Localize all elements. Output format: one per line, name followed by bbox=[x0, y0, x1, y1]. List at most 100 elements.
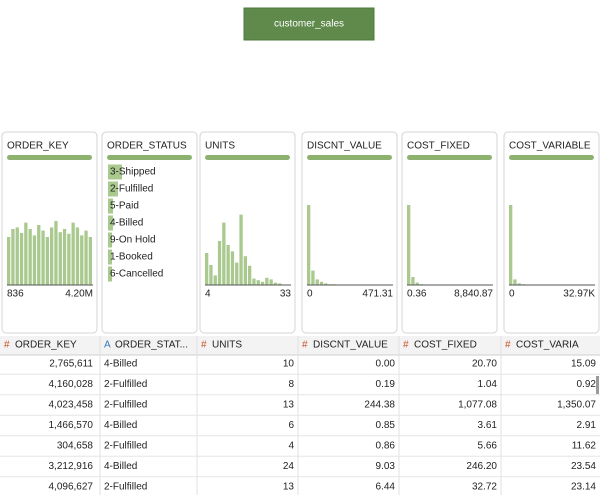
table-cell: 3,212,916 bbox=[49, 461, 94, 472]
value-bar bbox=[108, 266, 112, 282]
histogram-bar bbox=[230, 251, 235, 285]
column-header[interactable]: DISCNT_VALUE bbox=[313, 340, 388, 351]
column-header[interactable]: COST_FIXED bbox=[414, 340, 477, 351]
quality-bar bbox=[107, 155, 192, 160]
histogram-bar bbox=[239, 214, 243, 285]
value-bar bbox=[108, 198, 113, 214]
histogram-bar bbox=[243, 256, 247, 285]
card-bg[interactable] bbox=[301, 131, 398, 334]
value-bar bbox=[108, 249, 112, 265]
histogram-bar bbox=[88, 237, 92, 285]
column-header[interactable]: COST_VARIA bbox=[516, 340, 579, 351]
value-label: 5-Paid bbox=[110, 201, 139, 212]
histogram-bar bbox=[54, 221, 58, 285]
dataset-button-label[interactable]: customer_sales bbox=[274, 19, 344, 30]
histogram-bar bbox=[28, 229, 32, 285]
histogram-bar bbox=[324, 283, 328, 285]
table-cell: 0.92 bbox=[577, 379, 597, 390]
range-min: 836 bbox=[7, 289, 24, 300]
table-cell: 246.20 bbox=[466, 461, 497, 472]
histogram-bar bbox=[307, 205, 311, 285]
quality-bar bbox=[7, 155, 92, 160]
histogram-bar bbox=[226, 245, 230, 285]
table-cell: 2-Fulfilled bbox=[104, 482, 147, 493]
column-card[interactable]: COST_FIXED 0.36 8,840.87 bbox=[401, 131, 498, 334]
card-title: COST_FIXED bbox=[407, 141, 470, 152]
table-cell: 32.72 bbox=[472, 482, 497, 493]
card-bg[interactable] bbox=[199, 131, 296, 334]
histogram-bar bbox=[411, 277, 415, 285]
histogram-bar bbox=[41, 230, 45, 285]
column-header[interactable]: ORDER_KEY bbox=[15, 340, 77, 351]
histogram-bar bbox=[19, 233, 24, 285]
range-max: 8,840.87 bbox=[454, 289, 493, 300]
histogram-bar bbox=[509, 205, 513, 285]
value-label: 3-Shipped bbox=[110, 167, 156, 178]
histogram-bar bbox=[32, 235, 37, 285]
range-min: 0 bbox=[509, 289, 515, 300]
histogram-bar bbox=[315, 279, 319, 285]
card-bg[interactable] bbox=[401, 131, 498, 334]
column-card[interactable]: COST_VARIABLE 0 32.97K bbox=[503, 131, 600, 334]
histogram-bar bbox=[67, 233, 71, 285]
card-bg[interactable] bbox=[503, 131, 600, 334]
quality-bar bbox=[307, 155, 392, 160]
table-cell: 0.00 bbox=[376, 359, 396, 370]
table-cell: 4,096,627 bbox=[49, 482, 94, 493]
table-header-bg bbox=[0, 336, 600, 355]
column-type-icon: # bbox=[403, 340, 409, 351]
histogram-bar bbox=[252, 278, 256, 285]
table-cell: 4 bbox=[288, 441, 294, 452]
column-type-icon: # bbox=[302, 340, 308, 351]
column-header[interactable]: UNITS bbox=[212, 340, 242, 351]
column-card[interactable]: ORDER_STATUS 3-Shipped 2-Fulfilled 5-Paid 4-… bbox=[101, 131, 198, 334]
column-card[interactable]: ORDER_KEY 836 4.20M bbox=[1, 131, 98, 334]
histogram-bar bbox=[84, 230, 88, 285]
value-bar bbox=[108, 232, 112, 248]
column-type-icon: A bbox=[104, 340, 111, 351]
column-card[interactable]: DISCNT_VALUE 0 471.31 bbox=[301, 131, 398, 334]
table-cell: 8 bbox=[288, 379, 294, 390]
column-card[interactable]: UNITS 4 33 bbox=[199, 131, 296, 334]
range-max: 33 bbox=[280, 289, 292, 300]
scrollbar[interactable] bbox=[596, 376, 599, 394]
value-label: 2-Fulfilled bbox=[110, 184, 153, 195]
table-cell: 0.85 bbox=[376, 420, 396, 431]
histogram-bar bbox=[256, 280, 260, 285]
table-cell: 1,350.07 bbox=[557, 400, 596, 411]
histogram-bar bbox=[58, 232, 62, 285]
histogram-bar bbox=[513, 279, 517, 285]
histogram-bar bbox=[213, 275, 217, 285]
table-cell: 1.04 bbox=[478, 379, 498, 390]
histogram-bar bbox=[71, 222, 75, 285]
card-bg[interactable] bbox=[101, 131, 198, 334]
histogram-bar bbox=[311, 270, 315, 285]
range-max: 471.31 bbox=[362, 289, 393, 300]
table-cell: 2.91 bbox=[577, 420, 597, 431]
column-header[interactable]: ORDER_STAT... bbox=[115, 340, 188, 351]
histogram-bar bbox=[260, 281, 265, 285]
table-cell: 0.86 bbox=[376, 441, 396, 452]
value-bar bbox=[108, 215, 113, 231]
histogram-bar bbox=[217, 241, 222, 285]
table-cell: 2-Fulfilled bbox=[104, 379, 147, 390]
dataset-button[interactable]: customer_sales bbox=[243, 7, 375, 41]
table-cell: 10 bbox=[283, 359, 295, 370]
table-cell: 4-Billed bbox=[104, 461, 137, 472]
table-cell: 6 bbox=[288, 420, 294, 431]
table-cell: 24 bbox=[283, 461, 295, 472]
table-cell: 4,023,458 bbox=[49, 400, 94, 411]
dataset-button-bg[interactable] bbox=[243, 7, 375, 41]
table-cell: 13 bbox=[283, 400, 295, 411]
range-min: 0.36 bbox=[407, 289, 427, 300]
histogram-bar bbox=[15, 227, 19, 285]
card-title: UNITS bbox=[205, 141, 235, 152]
table-cell: 1,466,570 bbox=[49, 420, 94, 431]
histogram-bar bbox=[235, 262, 239, 285]
quality-bar bbox=[509, 155, 594, 160]
histogram-bar bbox=[278, 283, 282, 285]
range-min: 4 bbox=[205, 289, 211, 300]
table-cell: 4,160,028 bbox=[49, 379, 94, 390]
